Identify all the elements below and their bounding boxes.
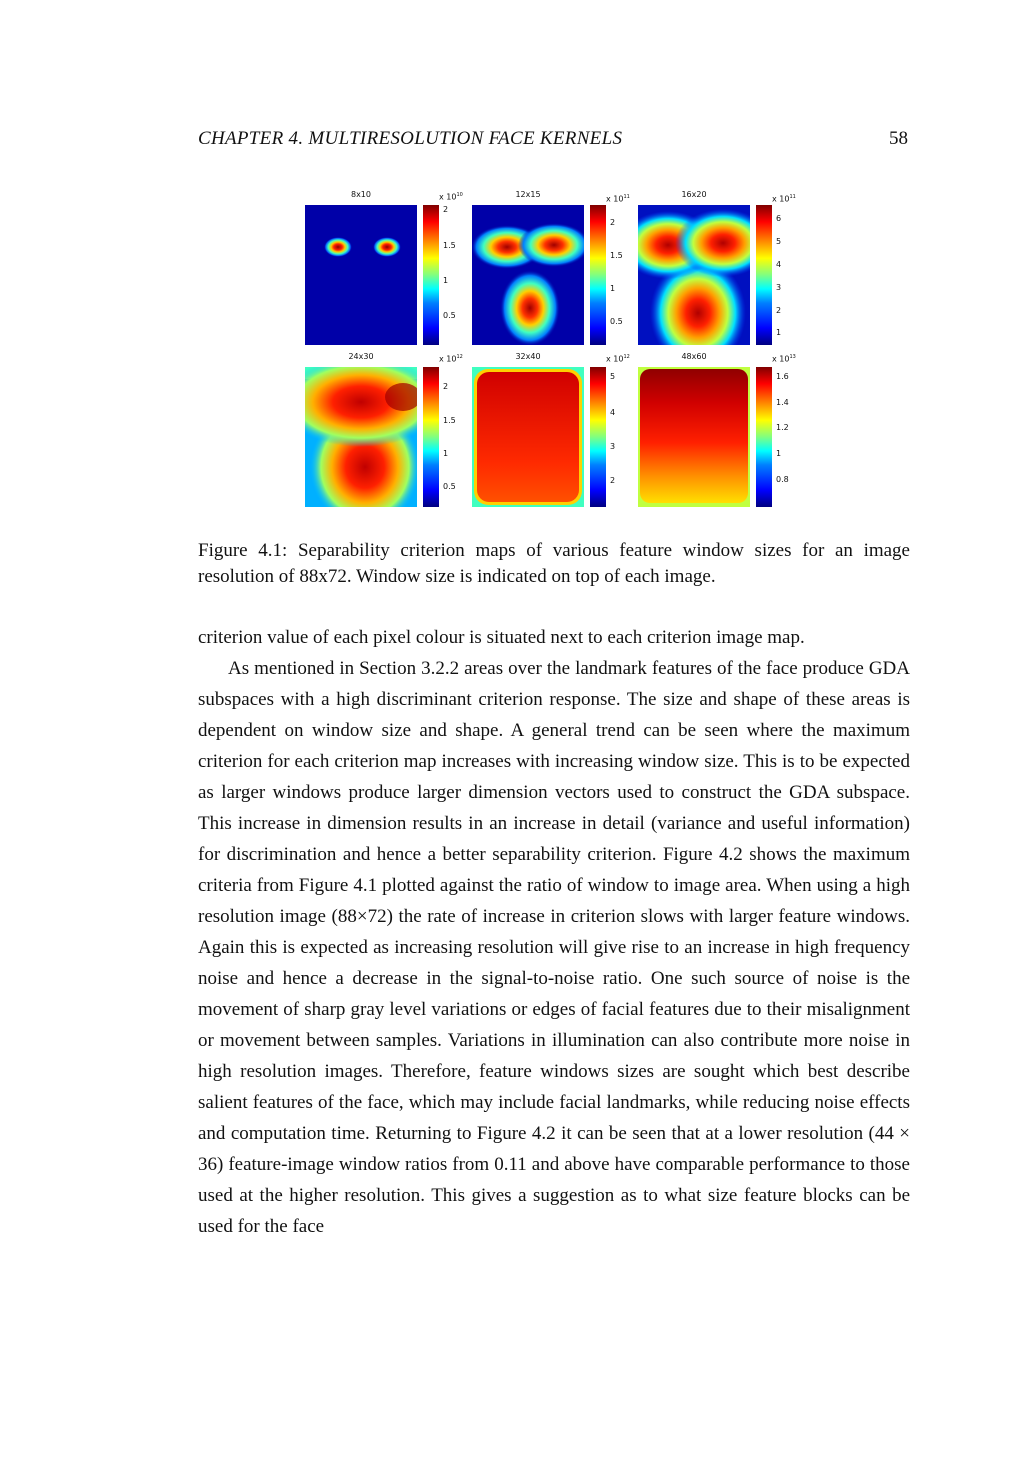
chapter-title: CHAPTER 4. MULTIRESOLUTION FACE KERNELS xyxy=(198,128,623,149)
colorbar-tick: 1 xyxy=(776,449,782,458)
colorbar-tick: 5 xyxy=(776,237,782,246)
colorbar xyxy=(756,205,772,345)
colorbar xyxy=(590,367,606,507)
colorbar-tick: 1 xyxy=(443,276,449,285)
panel-title: 8x10 xyxy=(350,190,371,199)
colorbar-tick: 2 xyxy=(610,218,616,227)
criterion-map-32x40 xyxy=(472,367,584,507)
colorbar-tick: 1.5 xyxy=(443,416,456,425)
criterion-map-16x20 xyxy=(638,205,750,345)
colorbar-tick: 0.5 xyxy=(443,311,456,320)
panel-title: 16x20 xyxy=(681,190,707,199)
colorbar-tick: 4 xyxy=(610,408,616,417)
colorbar-tick: 1 xyxy=(776,328,782,337)
panel-title: 48x60 xyxy=(681,352,707,361)
colorbar-tick: 2 xyxy=(443,205,449,214)
colorbar-tick: 6 xyxy=(776,214,782,223)
colorbar-scale: x 1011 xyxy=(606,194,630,204)
paragraph: criterion value of each pixel colour is … xyxy=(198,627,805,648)
colorbar-tick: 3 xyxy=(776,283,782,292)
colorbar-tick: 1.4 xyxy=(776,398,789,407)
colorbar-tick: 1.5 xyxy=(610,251,623,260)
colorbar-scale: x 1011 xyxy=(772,194,796,204)
colorbar-tick: 2 xyxy=(443,382,449,391)
colorbar-tick: 2 xyxy=(776,306,782,315)
colorbar xyxy=(423,367,439,507)
criterion-map-24x30 xyxy=(305,367,417,507)
colorbar-tick: 0.5 xyxy=(443,482,456,491)
criterion-map-8x10 xyxy=(305,205,417,345)
panel-title: 32x40 xyxy=(515,352,541,361)
colorbar-tick: 1.5 xyxy=(443,241,456,250)
panel-title: 24x30 xyxy=(348,352,374,361)
colorbar xyxy=(423,205,439,345)
colorbar-scale: x 1012 xyxy=(439,354,463,364)
colorbar-scale: x 1010 xyxy=(439,192,463,202)
colorbar-tick: 1 xyxy=(610,284,616,293)
colorbar-tick: 1.6 xyxy=(776,372,789,381)
criterion-map-12x15 xyxy=(472,205,584,345)
colorbar-tick: 5 xyxy=(610,372,616,381)
running-header: CHAPTER 4. MULTIRESOLUTION FACE KERNELS … xyxy=(198,128,908,152)
panel-title: 12x15 xyxy=(515,190,541,199)
colorbar-scale: x 1013 xyxy=(772,354,796,364)
colorbar-tick: 0.8 xyxy=(776,475,789,484)
colorbar-tick: 4 xyxy=(776,260,782,269)
paragraph: As mentioned in Section 3.2.2 areas over… xyxy=(198,658,910,1237)
colorbar xyxy=(756,367,772,507)
colorbar xyxy=(590,205,606,345)
figure-caption: Figure 4.1: Separability criterion maps … xyxy=(198,540,910,587)
body-text: criterion value of each pixel colour is … xyxy=(198,622,910,1242)
colorbar-tick: 1 xyxy=(443,449,449,458)
colorbar-tick: 1.2 xyxy=(776,423,789,432)
page-number: 58 xyxy=(889,128,908,149)
colorbar-tick: 3 xyxy=(610,442,616,451)
colorbar-scale: x 1012 xyxy=(606,354,630,364)
colorbar-tick: 2 xyxy=(610,476,616,485)
criterion-map-48x60 xyxy=(638,367,750,507)
colorbar-tick: 0.5 xyxy=(610,317,623,326)
figure-4-1: 8x10 x 1010 2 1.5 1 0.5 12x15 xyxy=(300,190,800,520)
